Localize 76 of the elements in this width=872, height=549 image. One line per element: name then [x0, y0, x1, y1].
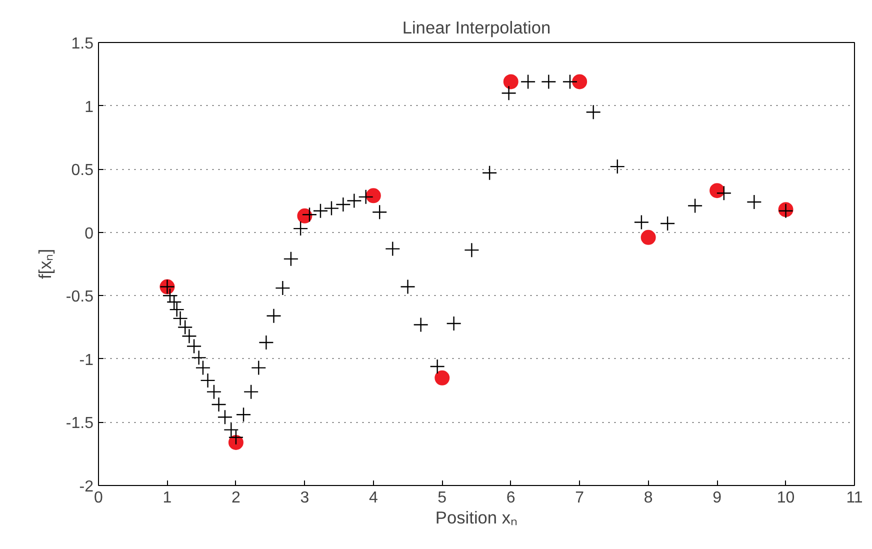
- point: [266, 308, 282, 324]
- point: [243, 384, 259, 400]
- point: [302, 207, 318, 222]
- point: [372, 204, 388, 220]
- point: [236, 407, 252, 422]
- x-tick-label: 7: [575, 490, 584, 506]
- point: [324, 200, 340, 216]
- x-tick-label: 11: [846, 490, 863, 506]
- point: [541, 74, 556, 90]
- point: [217, 410, 233, 425]
- point: [200, 372, 216, 388]
- point: [430, 358, 445, 374]
- point: [336, 196, 351, 212]
- point: [258, 334, 274, 350]
- y-axis-title: f[xₙ]: [34, 248, 55, 280]
- y-tick-label: -1.5: [66, 415, 94, 432]
- point: [172, 310, 188, 326]
- point: [586, 104, 601, 120]
- y-tick-label: -0.5: [66, 288, 94, 306]
- x-tick-label: 10: [776, 490, 795, 506]
- point: [358, 189, 374, 205]
- point: [169, 302, 184, 318]
- point: [501, 86, 516, 101]
- point: [660, 216, 676, 232]
- x-tick-label: 6: [506, 490, 516, 506]
- point: [400, 279, 416, 294]
- x-tick-label: 5: [438, 490, 447, 506]
- point: [224, 422, 239, 438]
- y-tick-label: 0: [84, 225, 94, 242]
- point: [687, 198, 703, 214]
- point: [162, 288, 178, 304]
- point: [746, 194, 762, 210]
- point: [346, 193, 362, 208]
- point: [186, 338, 202, 354]
- y-tick-label: -2: [79, 478, 94, 496]
- point: [710, 183, 725, 198]
- y-tick-label: 1: [84, 98, 94, 116]
- point: [195, 360, 211, 376]
- point: [634, 214, 650, 230]
- point: [446, 316, 462, 332]
- point: [610, 158, 625, 174]
- chart-title: Linear Interpolation: [402, 18, 551, 38]
- point: [182, 328, 197, 344]
- x-tick-label: 3: [300, 490, 310, 506]
- point: [562, 74, 578, 90]
- point: [482, 165, 498, 180]
- y-tick-label: 0.5: [71, 162, 94, 180]
- point: [312, 203, 328, 218]
- y-tick-label: 1.5: [71, 36, 94, 52]
- point: [716, 186, 732, 201]
- point: [206, 384, 222, 400]
- point: [191, 350, 206, 366]
- point: [166, 294, 182, 310]
- x-tick-label: 1: [162, 490, 172, 506]
- point: [211, 396, 226, 412]
- point: [434, 370, 450, 386]
- point: [385, 241, 400, 256]
- y-tick-label: -1: [79, 352, 94, 369]
- point: [366, 188, 381, 204]
- point: [503, 74, 518, 90]
- point: [228, 430, 244, 446]
- x-tick-label: 4: [368, 490, 378, 506]
- point: [251, 360, 266, 376]
- point: [640, 230, 656, 245]
- point: [413, 317, 428, 332]
- x-axis-title: Position xₙ: [435, 508, 518, 528]
- point: [520, 74, 536, 90]
- point: [572, 74, 588, 90]
- point: [275, 280, 290, 296]
- point: [464, 242, 480, 258]
- x-tick-label: 8: [644, 490, 653, 506]
- x-tick-label: 9: [712, 490, 722, 506]
- x-tick-label: 2: [232, 490, 241, 506]
- point: [283, 251, 299, 267]
- point: [177, 320, 193, 335]
- point: [292, 220, 308, 236]
